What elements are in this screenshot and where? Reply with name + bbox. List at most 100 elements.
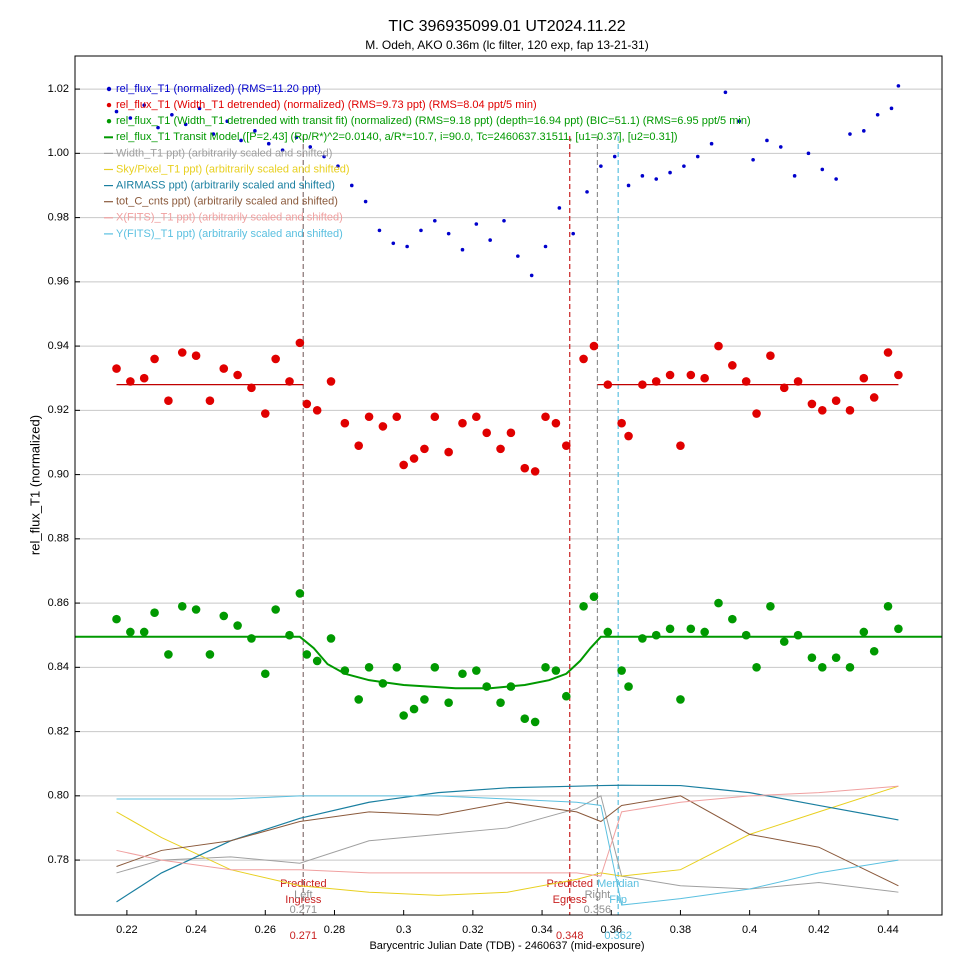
data-point [530, 467, 540, 476]
data-point [638, 634, 647, 643]
y-tick-label: 0.90 [48, 468, 69, 480]
data-point [686, 624, 696, 634]
series-line [116, 795, 899, 906]
data-point [183, 122, 188, 127]
marker-label: Right [585, 889, 611, 901]
data-point [308, 145, 313, 149]
data-point [378, 679, 388, 688]
data-point [482, 428, 492, 438]
x-tick-label: 0.32 [462, 924, 483, 936]
data-point [191, 351, 201, 361]
data-point [340, 418, 350, 428]
data-point [128, 116, 133, 120]
y-tick-label: 0.98 [48, 211, 69, 223]
data-point [599, 164, 603, 168]
data-point [665, 370, 675, 380]
data-point [302, 399, 312, 409]
x-tick-label: 0.34 [531, 924, 552, 936]
data-point [626, 183, 631, 188]
y-tick-label: 0.84 [48, 661, 69, 673]
data-point [530, 717, 540, 727]
data-point [807, 653, 817, 662]
marker-label: Egress [553, 894, 588, 906]
data-point [326, 634, 336, 643]
data-point [150, 608, 159, 618]
data-point [156, 125, 160, 130]
data-point [126, 627, 135, 637]
data-point [239, 138, 243, 143]
data-point [354, 441, 363, 450]
data-point [752, 409, 761, 418]
chart-title: TIC 396935099.01 UT2024.11.22 [388, 18, 625, 35]
series-line [116, 795, 899, 887]
marker-label: Meridian [597, 878, 639, 890]
data-point [766, 601, 775, 611]
data-point [617, 666, 626, 675]
data-point [164, 396, 173, 405]
x-tick-label: 0.44 [877, 924, 898, 936]
y-tick-label: 0.80 [48, 790, 69, 802]
data-point [405, 244, 409, 249]
data-point [260, 669, 270, 679]
data-point [831, 653, 841, 662]
data-point [474, 222, 479, 226]
data-point [845, 663, 855, 672]
data-point [741, 630, 751, 640]
x-tick-label: 0.42 [808, 924, 829, 936]
data-point [894, 370, 903, 380]
legend-label: rel_flux_T1 (normalized) (RMS=11.20 ppt) [116, 83, 321, 95]
data-point [651, 630, 661, 640]
data-point [640, 174, 645, 178]
data-point [516, 254, 520, 258]
data-point [603, 627, 613, 637]
data-point [883, 348, 893, 357]
data-point [170, 112, 174, 117]
legend-label: Y(FITS)_T1 ppt) (arbitrarily scaled and … [116, 228, 343, 240]
data-point [295, 338, 305, 348]
data-point [114, 109, 119, 114]
legend-label: X(FITS)_T1 ppt) (arbitrarily scaled and … [116, 212, 343, 224]
data-point [551, 418, 561, 428]
data-point [482, 682, 492, 691]
y-tick-label: 0.88 [48, 533, 69, 545]
data-point [686, 370, 696, 380]
data-point [430, 663, 440, 672]
data-point [557, 206, 562, 210]
data-point [617, 418, 626, 428]
data-point [364, 412, 374, 422]
data-point [859, 373, 869, 383]
data-point [392, 412, 402, 422]
data-point [541, 412, 550, 422]
data-point [579, 354, 588, 364]
legend-label: rel_flux_T1 Transit Model ([P=2.43] (Rp/… [116, 131, 678, 143]
data-point [354, 695, 363, 704]
data-point [589, 341, 599, 351]
data-point [676, 695, 685, 704]
data-point [779, 637, 789, 646]
data-point [496, 698, 505, 707]
data-point [520, 714, 530, 724]
data-point [579, 601, 588, 611]
data-point [225, 119, 230, 124]
data-point [266, 141, 271, 146]
y-tick-label: 0.86 [48, 597, 69, 609]
data-point [889, 106, 894, 111]
data-point [668, 170, 672, 175]
data-point [700, 373, 709, 383]
data-point [869, 646, 879, 656]
x-tick-label: 0.22 [116, 924, 137, 936]
data-point [488, 238, 492, 242]
data-point [859, 627, 869, 637]
data-point [126, 377, 135, 386]
data-point [112, 364, 121, 373]
data-point [271, 605, 280, 614]
data-point [197, 106, 202, 111]
data-point [551, 666, 561, 675]
y-tick-label: 0.96 [48, 276, 69, 288]
data-point [820, 167, 825, 172]
legend-marker [106, 86, 112, 92]
data-point [714, 341, 723, 351]
data-point [419, 228, 423, 233]
data-point [585, 190, 589, 194]
